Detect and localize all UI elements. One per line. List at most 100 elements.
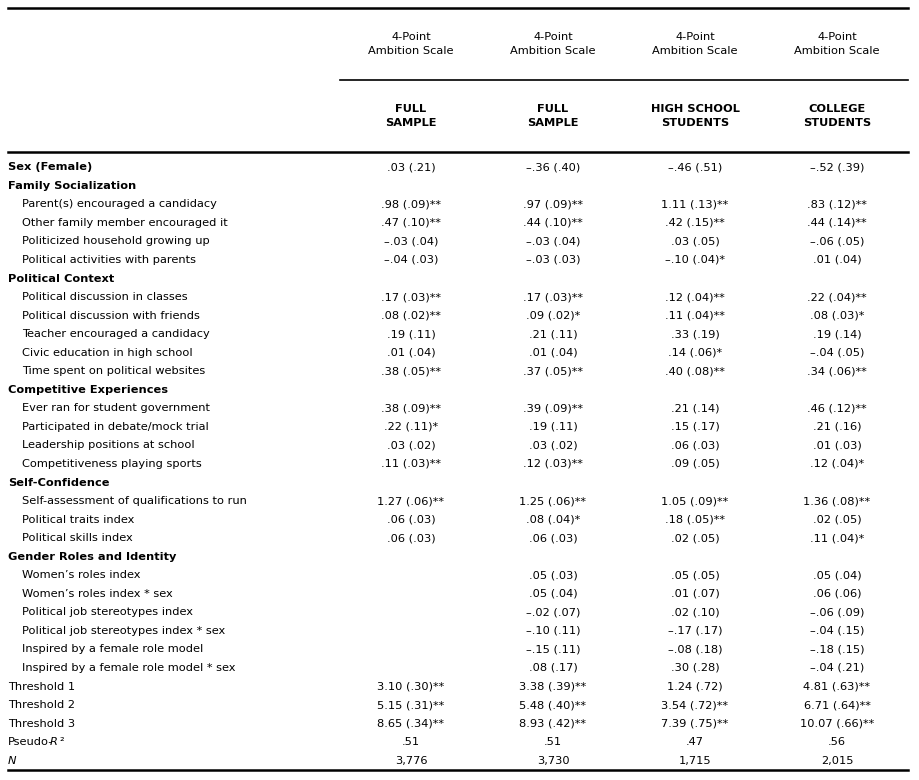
Text: Political activities with parents: Political activities with parents: [22, 255, 196, 265]
Text: –.36 (.40): –.36 (.40): [526, 162, 580, 172]
Text: .05 (.03): .05 (.03): [528, 570, 577, 580]
Text: 7.39 (.75)**: 7.39 (.75)**: [661, 718, 728, 729]
Text: 1.24 (.72): 1.24 (.72): [666, 682, 722, 692]
Text: –.08 (.18): –.08 (.18): [667, 644, 721, 654]
Text: Women’s roles index: Women’s roles index: [22, 570, 141, 580]
Text: –.02 (.07): –.02 (.07): [526, 608, 580, 617]
Text: 1.25 (.06)**: 1.25 (.06)**: [519, 496, 586, 506]
Text: .01 (.04): .01 (.04): [528, 348, 577, 358]
Text: 8.93 (.42)**: 8.93 (.42)**: [519, 718, 586, 729]
Text: .06 (.06): .06 (.06): [811, 589, 860, 599]
Text: .03 (.21): .03 (.21): [386, 162, 435, 172]
Text: –.03 (.04): –.03 (.04): [383, 236, 437, 246]
Text: 1.27 (.06)**: 1.27 (.06)**: [377, 496, 444, 506]
Text: Ever ran for student government: Ever ran for student government: [22, 403, 210, 413]
Text: .19 (.14): .19 (.14): [811, 329, 860, 339]
Text: 4-Point
Ambition Scale: 4-Point Ambition Scale: [652, 33, 737, 55]
Text: Threshold 2: Threshold 2: [8, 700, 75, 710]
Text: .40 (.08)**: .40 (.08)**: [664, 367, 724, 376]
Text: .44 (.14)**: .44 (.14)**: [806, 218, 866, 228]
Text: Civic education in high school: Civic education in high school: [22, 348, 192, 358]
Text: 4-Point
Ambition Scale: 4-Point Ambition Scale: [510, 33, 596, 55]
Text: 10.07 (.66)**: 10.07 (.66)**: [799, 718, 873, 729]
Text: .30 (.28): .30 (.28): [670, 663, 719, 673]
Text: –.10 (.11): –.10 (.11): [525, 626, 580, 636]
Text: Competitive Experiences: Competitive Experiences: [8, 385, 168, 395]
Text: 5.15 (.31)**: 5.15 (.31)**: [377, 700, 444, 710]
Text: 1.11 (.13)**: 1.11 (.13)**: [661, 200, 728, 209]
Text: .17 (.03)**: .17 (.03)**: [380, 292, 440, 302]
Text: 4.81 (.63)**: 4.81 (.63)**: [802, 682, 869, 692]
Text: .08 (.04)*: .08 (.04)*: [526, 515, 580, 525]
Text: .22 (.04)**: .22 (.04)**: [806, 292, 866, 302]
Text: Threshold 1: Threshold 1: [8, 682, 75, 692]
Text: Politicized household growing up: Politicized household growing up: [22, 236, 210, 246]
Text: .03 (.02): .03 (.02): [386, 441, 435, 451]
Text: Political job stereotypes index * sex: Political job stereotypes index * sex: [22, 626, 225, 636]
Text: Political traits index: Political traits index: [22, 515, 134, 525]
Text: .15 (.17): .15 (.17): [670, 422, 719, 432]
Text: 1,715: 1,715: [678, 756, 710, 766]
Text: .01 (.04): .01 (.04): [386, 348, 435, 358]
Text: 4-Point
Ambition Scale: 4-Point Ambition Scale: [793, 33, 879, 55]
Text: –.15 (.11): –.15 (.11): [525, 644, 580, 654]
Text: 1.36 (.08)**: 1.36 (.08)**: [802, 496, 869, 506]
Text: .02 (.05): .02 (.05): [811, 515, 860, 525]
Text: 3.54 (.72)**: 3.54 (.72)**: [661, 700, 728, 710]
Text: .19 (.11): .19 (.11): [386, 329, 435, 339]
Text: .09 (.05): .09 (.05): [670, 459, 719, 469]
Text: .11 (.04)*: .11 (.04)*: [809, 534, 863, 543]
Text: .02 (.05): .02 (.05): [670, 534, 719, 543]
Text: Political discussion with friends: Political discussion with friends: [22, 310, 199, 321]
Text: Other family member encouraged it: Other family member encouraged it: [22, 218, 228, 228]
Text: .08 (.02)**: .08 (.02)**: [380, 310, 440, 321]
Text: 5.48 (.40)**: 5.48 (.40)**: [519, 700, 586, 710]
Text: .56: .56: [827, 737, 845, 747]
Text: –.52 (.39): –.52 (.39): [809, 162, 863, 172]
Text: 3,730: 3,730: [536, 756, 569, 766]
Text: Women’s roles index * sex: Women’s roles index * sex: [22, 589, 173, 599]
Text: Parent(s) encouraged a candidacy: Parent(s) encouraged a candidacy: [22, 200, 217, 209]
Text: .22 (.11)*: .22 (.11)*: [383, 422, 437, 432]
Text: Political job stereotypes index: Political job stereotypes index: [22, 608, 193, 617]
Text: Threshold 3: Threshold 3: [8, 718, 75, 729]
Text: Teacher encouraged a candidacy: Teacher encouraged a candidacy: [22, 329, 210, 339]
Text: .37 (.05)**: .37 (.05)**: [522, 367, 583, 376]
Text: .05 (.04): .05 (.04): [528, 589, 577, 599]
Text: –.46 (.51): –.46 (.51): [667, 162, 721, 172]
Text: .01 (.07): .01 (.07): [670, 589, 719, 599]
Text: –.17 (.17): –.17 (.17): [667, 626, 721, 636]
Text: Inspired by a female role model: Inspired by a female role model: [22, 644, 203, 654]
Text: .02 (.10): .02 (.10): [670, 608, 719, 617]
Text: –.03 (.04): –.03 (.04): [526, 236, 580, 246]
Text: .46 (.12)**: .46 (.12)**: [806, 403, 866, 413]
Text: .17 (.03)**: .17 (.03)**: [522, 292, 583, 302]
Text: .03 (.05): .03 (.05): [670, 236, 719, 246]
Text: 3.38 (.39)**: 3.38 (.39)**: [519, 682, 586, 692]
Text: .33 (.19): .33 (.19): [670, 329, 719, 339]
Text: .19 (.11): .19 (.11): [528, 422, 577, 432]
Text: .14 (.06)*: .14 (.06)*: [667, 348, 721, 358]
Text: .98 (.09)**: .98 (.09)**: [380, 200, 440, 209]
Text: .06 (.03): .06 (.03): [386, 534, 435, 543]
Text: R: R: [50, 737, 58, 747]
Text: Time spent on political websites: Time spent on political websites: [22, 367, 205, 376]
Text: .06 (.03): .06 (.03): [386, 515, 435, 525]
Text: 2,015: 2,015: [820, 756, 852, 766]
Text: Sex (Female): Sex (Female): [8, 162, 92, 172]
Text: .97 (.09)**: .97 (.09)**: [522, 200, 583, 209]
Text: .21 (.14): .21 (.14): [670, 403, 719, 413]
Text: .03 (.02): .03 (.02): [528, 441, 577, 451]
Text: –.04 (.05): –.04 (.05): [809, 348, 863, 358]
Text: .51: .51: [402, 737, 420, 747]
Text: –.04 (.15): –.04 (.15): [809, 626, 863, 636]
Text: .47 (.10)**: .47 (.10)**: [380, 218, 440, 228]
Text: .08 (.03)*: .08 (.03)*: [809, 310, 863, 321]
Text: –.06 (.05): –.06 (.05): [809, 236, 863, 246]
Text: Participated in debate/mock trial: Participated in debate/mock trial: [22, 422, 209, 432]
Text: .01 (.03): .01 (.03): [811, 441, 860, 451]
Text: 6.71 (.64)**: 6.71 (.64)**: [802, 700, 869, 710]
Text: .39 (.09)**: .39 (.09)**: [522, 403, 583, 413]
Text: N: N: [8, 756, 17, 766]
Text: –.06 (.09): –.06 (.09): [809, 608, 863, 617]
